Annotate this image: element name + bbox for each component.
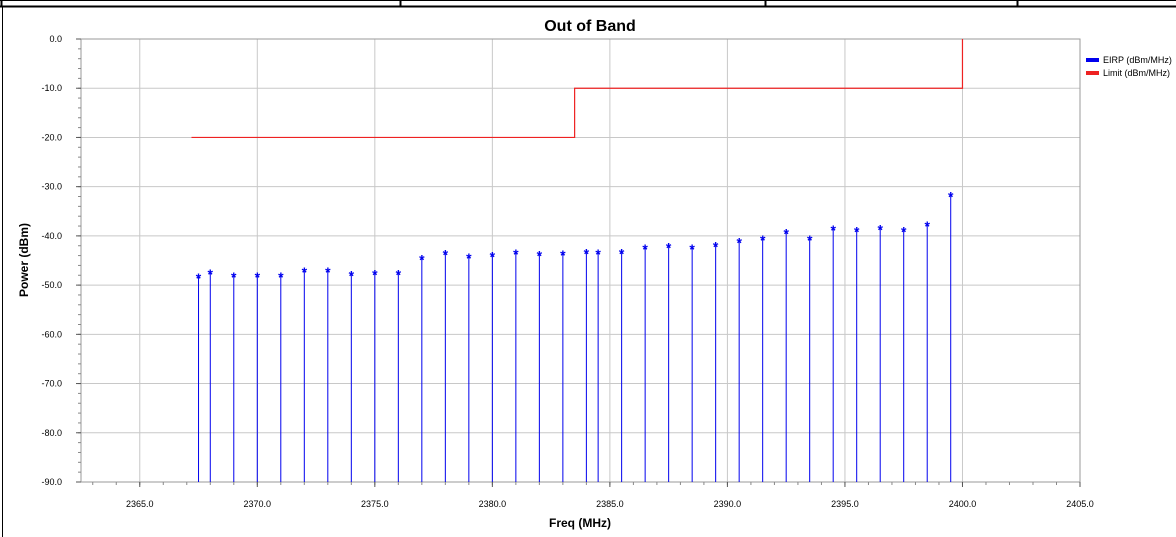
y-tick-label: -50.0 — [41, 280, 62, 290]
y-tick-label: -20.0 — [41, 132, 62, 142]
x-tick-label: 2385.0 — [596, 499, 624, 509]
eirp-point: * — [666, 240, 672, 256]
eirp-point: * — [924, 218, 930, 234]
eirp-point: * — [713, 238, 719, 254]
limit-line — [191, 39, 964, 139]
eirp-point: * — [736, 234, 742, 250]
top-border-strip — [0, 0, 1176, 8]
grid-lines — [81, 39, 1080, 482]
eirp-point: * — [372, 266, 378, 282]
eirp-point: * — [584, 246, 590, 262]
y-tick-label: -30.0 — [41, 182, 62, 192]
eirp-point: * — [302, 264, 308, 280]
x-tick-label: 2390.0 — [714, 499, 742, 509]
eirp-point: * — [642, 241, 648, 257]
y-tick-label: -60.0 — [41, 329, 62, 339]
eirp-point: * — [325, 264, 331, 280]
eirp-point: * — [208, 266, 214, 282]
legend-item-limit: Limit (dBm/MHz) — [1086, 68, 1170, 78]
eirp-point: * — [537, 248, 543, 264]
y-tick-label: -70.0 — [41, 379, 62, 389]
legend-label-eirp: EIRP (dBm/MHz) — [1103, 55, 1172, 65]
eirp-series: * * * * * * * * * * * * * * * * * * * * * * * * * * * * * * * * * * — [196, 189, 954, 482]
eirp-point: * — [854, 223, 860, 239]
y-tick-label: -80.0 — [41, 428, 62, 438]
eirp-point: * — [595, 246, 601, 262]
y-tick-label: -90.0 — [41, 477, 62, 487]
eirp-point: * — [396, 266, 402, 282]
eirp-point: * — [231, 269, 237, 285]
legend-label-limit: Limit (dBm/MHz) — [1103, 68, 1170, 78]
eirp-point: * — [560, 247, 566, 263]
eirp-point: * — [877, 222, 883, 238]
x-tick-label: 2400.0 — [949, 499, 977, 509]
y-tick-label: 0.0 — [49, 34, 62, 44]
eirp-point: * — [619, 246, 625, 262]
eirp-point: * — [513, 246, 519, 262]
legend-swatch-eirp — [1086, 58, 1099, 62]
y-tick-label: -40.0 — [41, 231, 62, 241]
x-tick-label: 2365.0 — [126, 499, 154, 509]
axis-minor-ticks — [78, 38, 1081, 485]
y-axis-label: Power (dBm) — [17, 223, 31, 297]
chart-title: Out of Band — [544, 18, 636, 35]
eirp-point: * — [490, 249, 496, 265]
legend-swatch-limit — [1086, 71, 1099, 75]
x-axis-label: Freq (MHz) — [549, 516, 611, 530]
eirp-point: * — [830, 222, 836, 238]
y-axis-ticks: 0.0 -10.0 -20.0 -30.0 -40.0 -50.0 -60.0 -70.0 -8… — [41, 34, 81, 487]
x-tick-label: 2395.0 — [831, 499, 859, 509]
x-axis-ticks: 2365.0 2370.0 2375.0 2380.0 2385.0 2390.0 2395… — [126, 482, 1094, 509]
eirp-point: * — [807, 232, 813, 248]
eirp-point: * — [901, 223, 907, 239]
x-tick-label: 2405.0 — [1066, 499, 1094, 509]
eirp-point: * — [196, 270, 202, 286]
eirp-point: * — [783, 225, 789, 241]
eirp-point: * — [255, 269, 261, 285]
x-tick-label: 2375.0 — [361, 499, 389, 509]
y-tick-label: -10.0 — [41, 83, 62, 93]
x-tick-label: 2370.0 — [244, 499, 272, 509]
eirp-point: * — [760, 232, 766, 248]
x-tick-label: 2380.0 — [479, 499, 507, 509]
eirp-point: * — [948, 189, 954, 205]
plot-area-frame — [80, 38, 1081, 483]
limit-series — [191, 39, 964, 139]
eirp-point: * — [419, 252, 425, 268]
eirp-point: * — [689, 241, 695, 257]
eirp-point: * — [349, 267, 355, 283]
eirp-point: * — [443, 247, 449, 263]
eirp-point: * — [278, 269, 284, 285]
legend: EIRP (dBm/MHz) Limit (dBm/MHz) — [1086, 55, 1172, 78]
legend-item-eirp: EIRP (dBm/MHz) — [1086, 55, 1172, 65]
eirp-point: * — [466, 250, 472, 266]
